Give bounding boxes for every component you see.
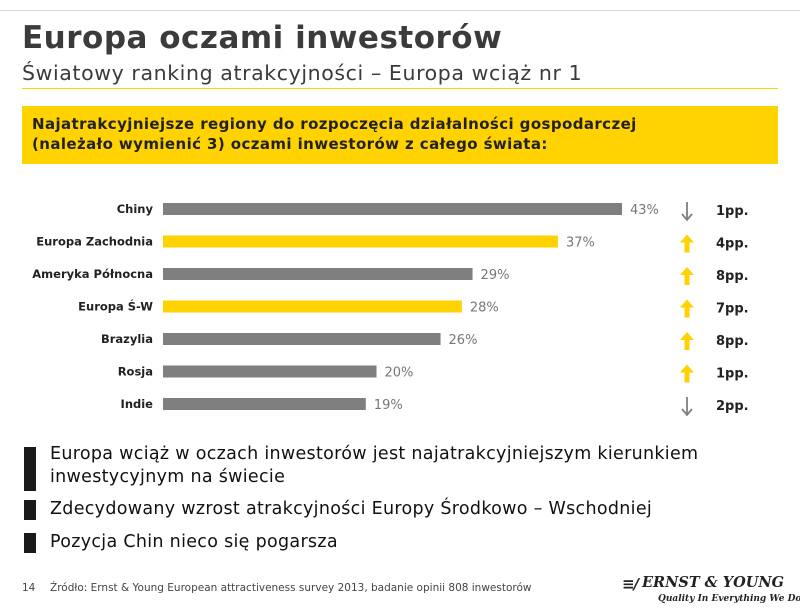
source-note: Źródło: Ernst & Young European attractiv… [50,582,532,594]
category-label: Europa Ś-W [78,299,153,314]
change-label: 4pp. [716,237,749,252]
change-label: 7pp. [716,302,749,317]
arrow-up-icon [680,234,694,253]
question-line-1: Najatrakcyjniejsze regiony do rozpoczęci… [32,115,637,133]
bar [163,268,473,280]
bar [163,365,377,378]
arrow-up-icon [680,267,694,285]
question-box: Najatrakcyjniejsze regiony do rozpoczęci… [22,106,778,164]
change-label: 2pp. [716,399,749,414]
bullet-text-line: inwestycyjnym na świecie [50,467,286,487]
question-line-2: (należało wymienić 3) oczami inwestorów … [32,135,548,153]
subtitle-underline [22,88,778,89]
bullet-text-line: Europa wciąż w oczach inwestorów jest na… [50,444,699,464]
logo-mark-icon: ≡/ [622,575,639,593]
page-number: 14 [22,582,36,594]
value-label: 43% [630,203,659,218]
change-label: 1pp. [716,367,749,382]
category-label: Ameryka Północna [32,267,153,281]
bullet-text-line: Pozycja Chin nieco się pogarsza [50,532,338,552]
value-label: 28% [470,301,499,316]
value-label: 20% [384,366,413,381]
value-label: 19% [374,398,403,413]
page-title: Europa oczami inwestorów [22,20,503,56]
value-label: 29% [481,268,510,283]
bar [163,235,558,248]
arrow-up-icon [680,299,694,318]
bar [163,398,366,410]
value-label: 26% [449,333,478,348]
change-label: 8pp. [716,334,749,349]
category-label: Europa Zachodnia [36,235,153,249]
bar-chart: Chiny 43% 1pp. Europa Zachodnia 37% 4pp. Amery… [32,202,749,417]
arrow-up-icon [680,364,694,383]
top-divider [0,10,800,11]
logo-tagline: Quality In Everything We Do [658,594,800,604]
arrow-up-icon [680,332,694,350]
page-subtitle: Światowy ranking atrakcyjności – Europa … [22,61,583,85]
change-label: 1pp. [716,204,749,219]
arrow-down-icon [681,202,693,222]
bar [163,203,622,215]
bullet-marker [24,533,36,553]
category-label: Rosja [118,365,153,379]
bullet-marker [24,447,36,491]
change-label: 8pp. [716,269,749,284]
category-label: Brazylia [101,332,153,346]
bar [163,333,441,345]
bullet-marker [24,500,36,520]
category-label: Chiny [117,202,154,216]
bullet-text-line: Zdecydowany wzrost atrakcyjności Europy … [50,499,653,519]
category-label: Indie [121,397,154,411]
value-label: 37% [566,236,595,251]
logo-name: ERNST & YOUNG [642,574,785,591]
ernst-young-logo: ≡/ ERNST & YOUNG Quality In Everything W… [622,572,800,606]
bar [163,300,462,313]
arrow-down-icon [681,397,693,417]
